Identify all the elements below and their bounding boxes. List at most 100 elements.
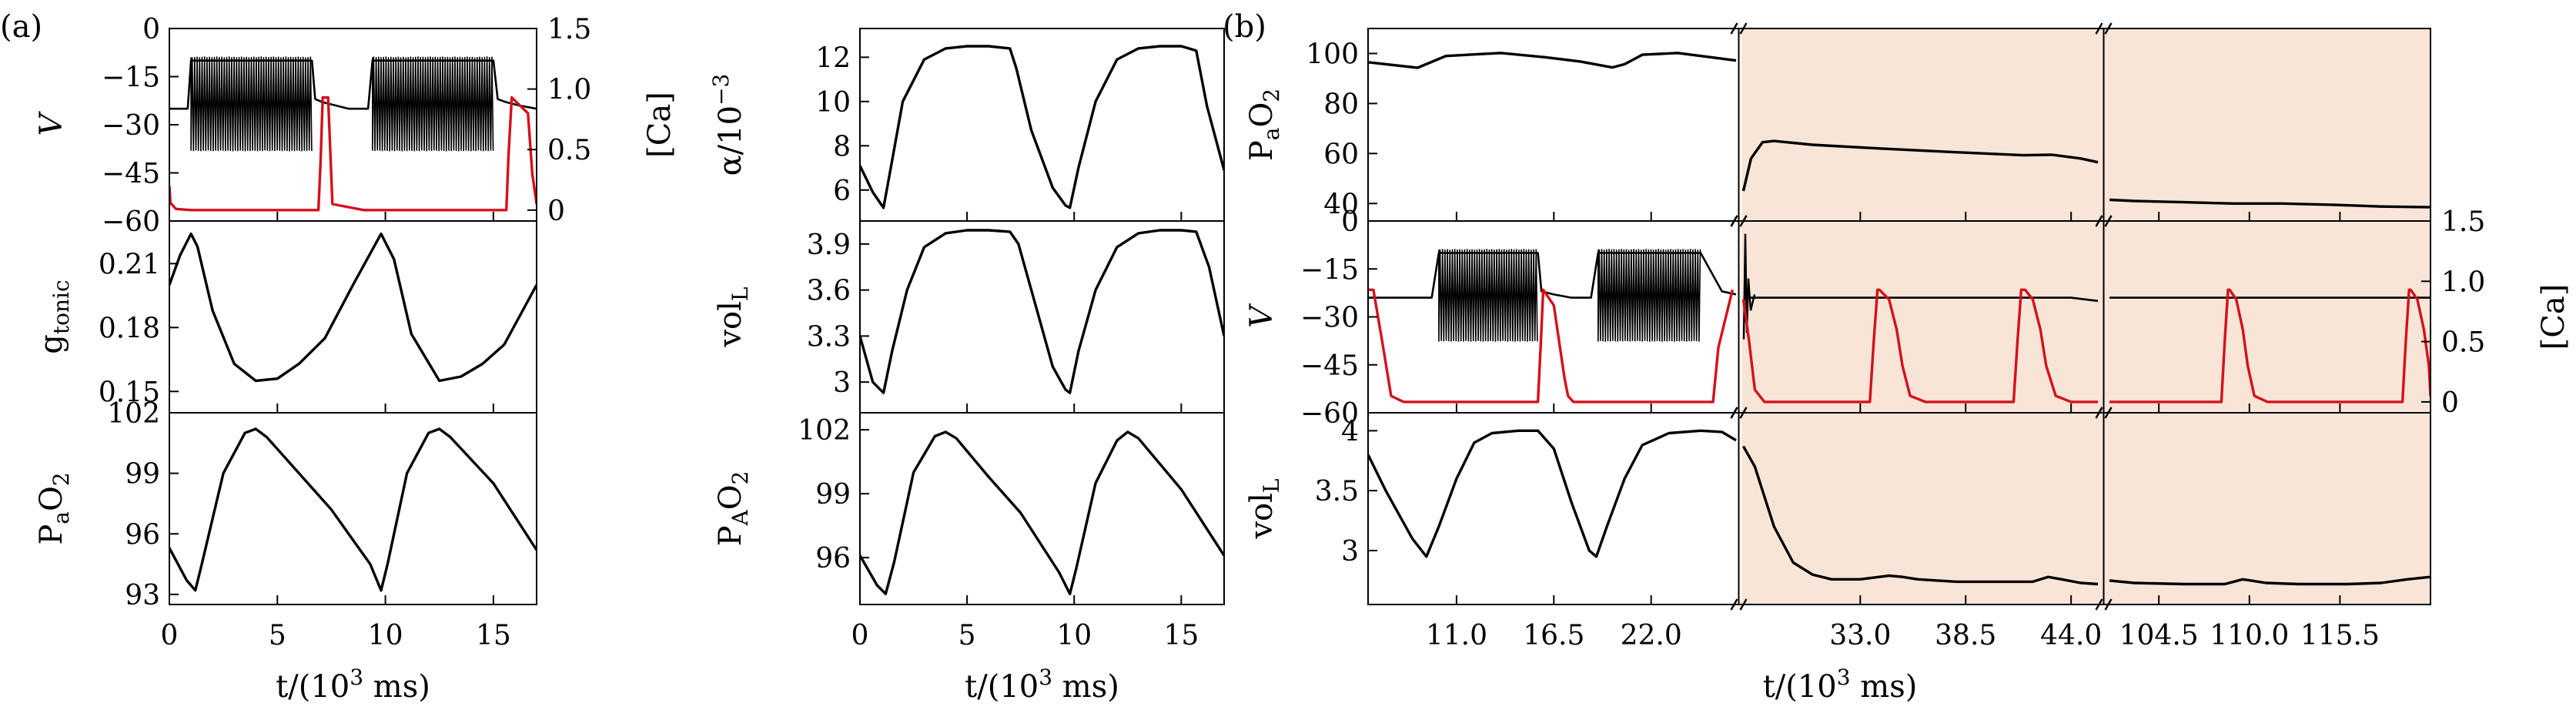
x-axis-label: t/(103​ ms) — [1763, 665, 1918, 705]
xtick-label: 10 — [1056, 620, 1092, 651]
ytick-label: 40 — [1323, 189, 1359, 220]
shaded-region — [1741, 413, 2430, 604]
y-axis-label: α/10−3​ — [708, 74, 748, 176]
xtick-label: 44.0 — [2040, 620, 2102, 651]
xtick-label: 110.0 — [2210, 620, 2289, 651]
ytick-label: −45 — [102, 159, 160, 190]
ytick-label: −45 — [1300, 350, 1359, 382]
axis-break-mark — [1730, 598, 1748, 611]
plot-area — [1368, 429, 2430, 586]
xtick-label: 33.0 — [1829, 620, 1891, 651]
ytick-label: 10 — [815, 87, 851, 119]
ytick-label: −15 — [102, 62, 160, 94]
axis-break-mark — [2095, 598, 2113, 611]
series-Ca — [169, 95, 537, 212]
shaded-region — [1741, 28, 2430, 221]
axes-frame — [859, 28, 1225, 222]
series-V-burst-1 — [372, 56, 494, 152]
chart-b-volL: 4 3.5 3 11.0 16.5 22.0 33.0 38.5 44.0 104.5 110.0 1… — [1244, 407, 2431, 705]
ytick-label: −15 — [1300, 254, 1359, 286]
series-gtonic — [169, 232, 537, 383]
xtick-label: 38.5 — [1935, 620, 1996, 651]
ytick-label: 96 — [815, 543, 851, 574]
plot-area — [1368, 52, 2430, 209]
ytick-label: −30 — [1300, 303, 1359, 334]
chart-a-PaO2: 102 99 96 930 5 10 15 t/(103​ ms) Pa​O2​ — [34, 398, 537, 705]
plot-area — [169, 427, 537, 592]
axes-frame — [169, 412, 537, 605]
xtick-label: 15 — [476, 620, 511, 651]
chart-a-alpha: 12 10 8 6 α/10−3​ — [708, 28, 1225, 222]
plot-area — [860, 229, 1224, 394]
ytick-label: 8 — [833, 131, 851, 162]
y2tick-label: 0 — [547, 196, 565, 227]
ytick-label: 0 — [1341, 206, 1359, 238]
series-volLb — [1368, 429, 2430, 586]
series-PaO2 — [169, 427, 537, 592]
axis-break-mark — [2095, 215, 2113, 227]
ytick-label: 99 — [125, 459, 160, 491]
xtick-label: 10 — [368, 620, 403, 651]
axes-frame — [1367, 412, 2431, 605]
x-axis-label: t/(103​ ms) — [965, 665, 1119, 705]
series-Vb-spike — [1742, 233, 1756, 340]
series-Vb-burst-0 — [1438, 249, 1538, 342]
xtick-label: 16.5 — [1523, 620, 1584, 651]
axes-frame — [859, 412, 1225, 605]
ytick-label: 100 — [1306, 39, 1359, 70]
panel-label-b: (b) — [1223, 9, 1266, 45]
panel-label-a: (a) — [0, 9, 42, 45]
series-volL — [860, 229, 1224, 394]
ytick-label: 3 — [833, 367, 851, 399]
y2tick-label: 1.0 — [2441, 266, 2485, 298]
series-V-burst-0 — [190, 56, 313, 152]
y2tick-label: 0.5 — [2441, 327, 2485, 359]
xtick-label: 5 — [269, 620, 286, 651]
chart-b-V: 0 −15 −30 −45 −60 1.5 1.0 0.5 0 [Ca] V — [1244, 206, 2571, 430]
plot-area — [169, 232, 537, 383]
y2-axis-label: [Ca] — [642, 92, 677, 158]
ytick-label: 3.5 — [1315, 476, 1359, 507]
y2tick-label: 0.5 — [547, 135, 591, 166]
xtick-label: 115.5 — [2300, 620, 2380, 651]
ytick-label: 6 — [833, 176, 851, 207]
ytick-label: 3.9 — [807, 229, 851, 261]
y2tick-label: 1.5 — [547, 14, 591, 45]
chart-a-g: 0.21 0.18 0.15 gtonic​ — [34, 220, 537, 414]
plot-area — [860, 45, 1224, 209]
series-alpha — [860, 45, 1224, 209]
series-PAO2 — [860, 430, 1224, 595]
y-axis-label: gtonic​ — [34, 280, 74, 353]
y-axis-label: V — [34, 110, 69, 136]
ytick-label: 12 — [815, 42, 851, 74]
y-axis-label: Pa​O2​ — [34, 472, 74, 544]
ytick-label: 0.15 — [99, 377, 160, 408]
ytick-label: 4 — [1341, 416, 1359, 447]
ytick-label: 0.21 — [99, 249, 160, 280]
y-axis-label: Pa​O2​ — [1244, 89, 1284, 161]
y2-axis-label: [Ca] — [2536, 284, 2571, 350]
axis-break-mark — [1730, 407, 1748, 419]
series-Cab — [1368, 288, 2430, 404]
xtick-label: 15 — [1163, 620, 1199, 651]
ytick-label: 3.3 — [807, 321, 851, 353]
xtick-label: 22.0 — [1621, 620, 1682, 651]
xtick-label: 0 — [161, 620, 179, 651]
y-axis-label: volL​ — [1244, 478, 1284, 539]
ytick-label: 3.6 — [807, 276, 851, 307]
ytick-label: 80 — [1323, 89, 1359, 120]
y-axis-label: volL​ — [713, 286, 753, 347]
plot-area — [1368, 233, 2430, 404]
ytick-label: 96 — [125, 519, 160, 551]
y-axis-label: PA​O2​ — [713, 471, 753, 547]
ytick-label: 60 — [1323, 139, 1359, 170]
shaded-region — [1741, 221, 2430, 413]
plots: 0 −15 −30 −45 −60 1.5 1.0 0.5 0 [Ca] V 0.21 0.18 0.15… — [34, 14, 2571, 705]
axis-break-mark — [2095, 407, 2113, 419]
ytick-label: 3 — [1341, 536, 1359, 568]
ytick-label: 99 — [815, 479, 851, 511]
xtick-label: 104.5 — [2119, 620, 2199, 651]
axes-frame — [859, 220, 1225, 414]
x-axis-label: t/(103​ ms) — [276, 665, 430, 705]
